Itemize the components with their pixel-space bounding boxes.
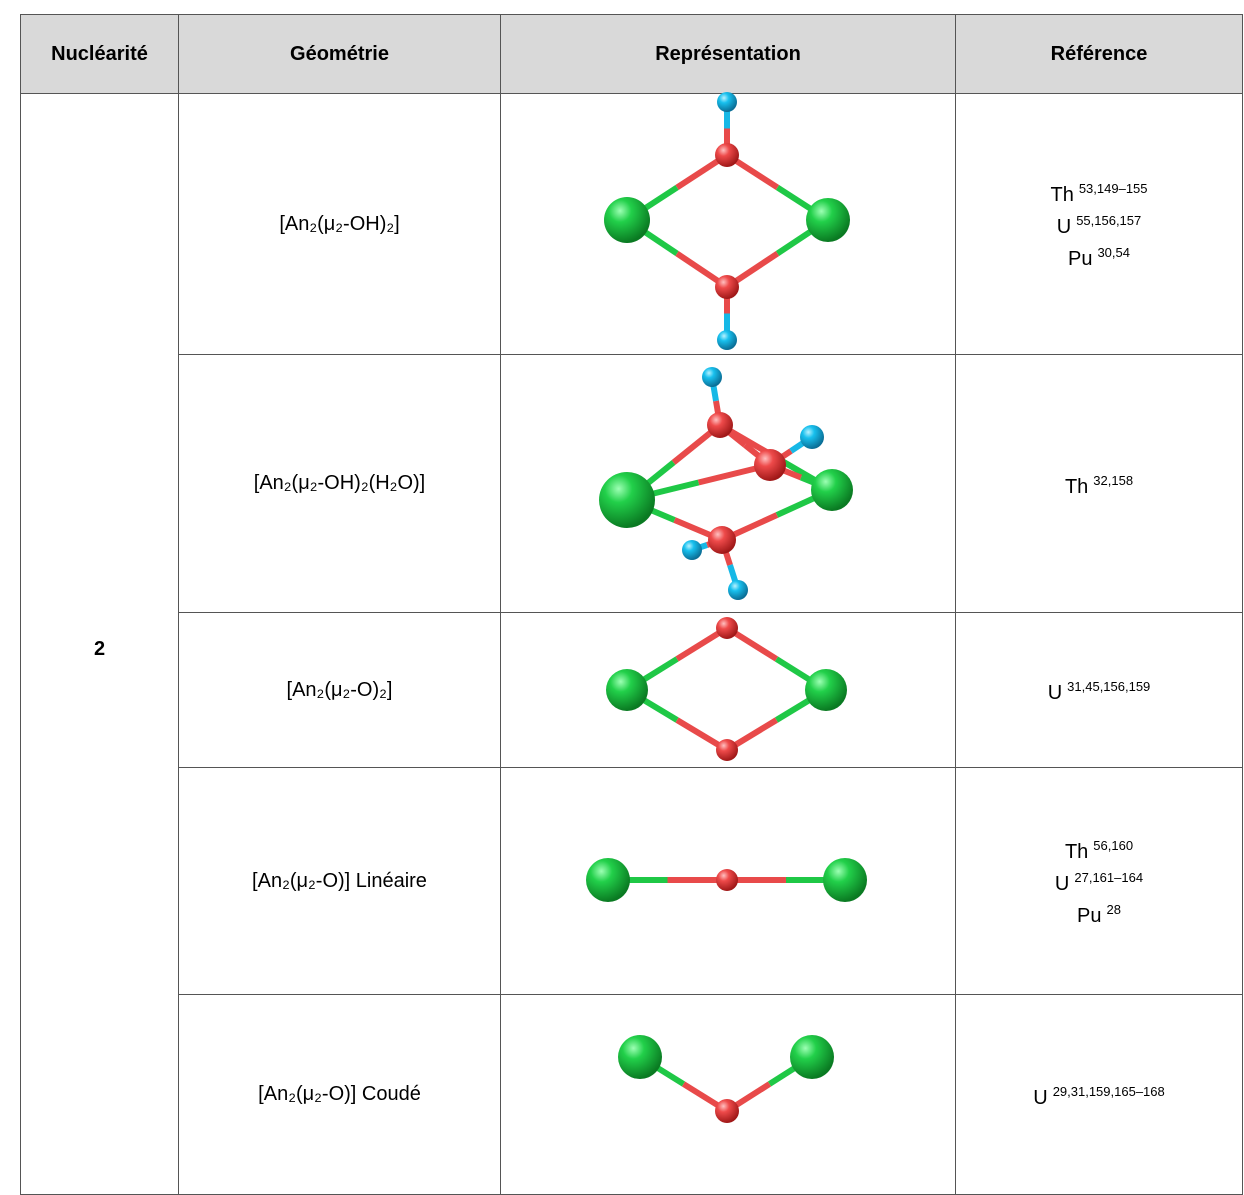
table-body: 2 [An₂(μ₂-OH)₂] Th 53,149–155 U 55,156,157 Pu 3… [20,93,1243,1195]
representation-cell [500,767,956,995]
reference: Th 56,160 [956,833,1242,865]
reference-element: U [1033,1086,1048,1109]
representation-cell [500,354,956,613]
reference-element: U [1056,216,1072,238]
reference: U 31,45,156,159 [956,674,1242,706]
geometry-cell: [An₂(μ₂-OH)₂(H₂O)] [178,354,501,613]
table-row: [An₂(μ₂-O)] Coudé U 29,31,159,165–168 [21,994,1243,1195]
reference-numbers: 31,45,156,159 [1067,679,1151,694]
table: Nucléarité Géométrie Représentation Réfé… [20,14,1243,1195]
reference-numbers: 55,156,157 [1076,213,1142,228]
reference-element: Pu [1077,905,1102,927]
geometry-cell: [An₂(μ₂-O)] Linéaire [178,767,501,995]
geometry-cell: [An₂(μ₂-OH)₂] [178,93,501,355]
reference: Th 53,149–155 [956,176,1242,208]
reference: Th 32,158 [956,468,1242,500]
table-row: [An₂(μ₂-O)] Linéaire Th 56,160 U 27,161–164 P… [21,767,1243,995]
reference-element: Th [1050,184,1074,206]
reference-element: Pu [1067,248,1093,270]
reference-numbers: 53,149–155 [1078,181,1148,196]
nuclearity-cell: 2 [20,93,179,1195]
reference-cell: U 29,31,159,165–168 [955,994,1243,1195]
reference-element: Th [1064,841,1089,863]
reference-element: Th [1064,475,1089,498]
reference: Pu 30,54 [956,240,1242,272]
reference-cell: U 31,45,156,159 [955,612,1243,768]
representation-cell [500,994,956,1195]
reference-numbers: 56,160 [1093,838,1134,853]
reference-numbers: 29,31,159,165–168 [1052,1083,1165,1099]
reference-numbers: 27,161–164 [1074,870,1144,885]
table-row: [An₂(μ₂-O)₂] U 31,45,156,159 [21,612,1243,768]
representation-cell [500,93,956,355]
reference: U 55,156,157 [956,208,1242,240]
reference-cell: Th 53,149–155 U 55,156,157 Pu 30,54 [955,93,1243,355]
header-cell: Géométrie [178,14,501,94]
reference-numbers: 32,158 [1093,472,1134,488]
geometry-cell: [An₂(μ₂-O)] Coudé [178,994,501,1195]
reference-element: U [1054,873,1070,895]
reference-numbers: 30,54 [1097,245,1130,260]
reference: U 27,161–164 [956,865,1242,897]
reference: Pu 28 [956,897,1242,929]
reference-element: U [1047,682,1063,704]
header-row: Nucléarité Géométrie Représentation Réfé… [20,14,1243,94]
header-cell: Représentation [500,14,956,94]
table-row: 2 [An₂(μ₂-OH)₂] Th 53,149–155 U 55,156,157 Pu 3… [20,93,1243,1195]
header-cell: Référence [955,14,1243,94]
table-row: [An₂(μ₂-OH)₂(H₂O)] Th 32,158 [21,354,1243,613]
reference-cell: Th 56,160 U 27,161–164 Pu 28 [955,767,1243,995]
representation-cell [500,612,956,768]
reference-cell: Th 32,158 [955,354,1243,613]
reference-numbers: 28 [1106,902,1121,917]
header-cell: Nucléarité [20,14,179,94]
geometry-cell: [An₂(μ₂-O)₂] [178,612,501,768]
reference: U 29,31,159,165–168 [956,1079,1242,1111]
